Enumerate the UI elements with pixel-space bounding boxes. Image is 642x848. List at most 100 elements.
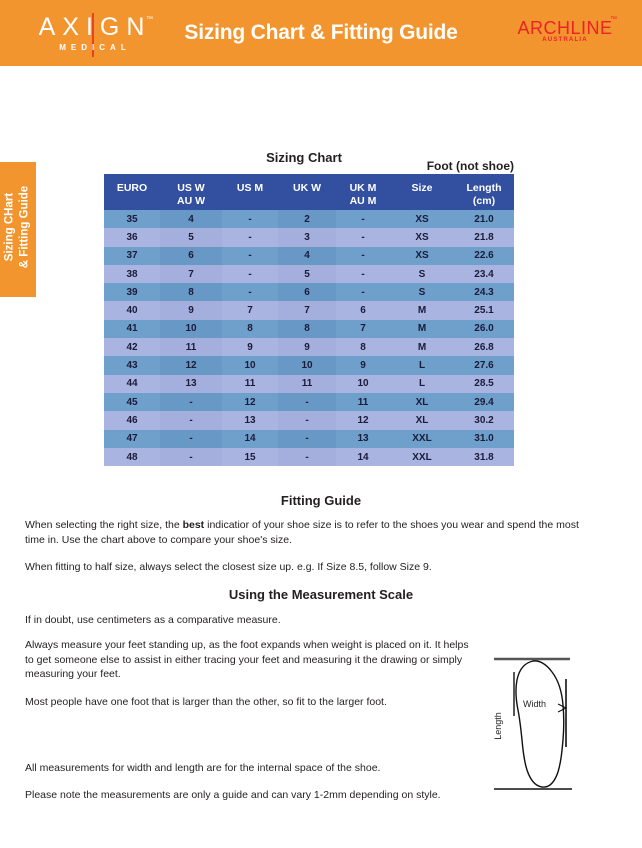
measurement-scale-paragraph-4: All measurements for width and length ar…	[25, 762, 381, 774]
table-cell-euro: 38	[104, 264, 160, 284]
table-cell-euro: 48	[104, 447, 160, 467]
fitting-p1-emphasis: best	[182, 519, 205, 531]
foot-width-label: Width	[523, 699, 547, 709]
column-header-us-m: US M	[222, 174, 278, 210]
foot-length-label: Length	[492, 712, 503, 740]
table-cell-size: XS	[390, 246, 454, 265]
archline-logo-trademark: ™	[610, 16, 617, 23]
table-cell-length: 21.8	[454, 228, 514, 247]
table-cell-uk-m: -	[336, 283, 390, 302]
column-header-uk-w-main: UK W	[293, 182, 321, 194]
table-row: 42 11 9 9 8 M 26.8	[104, 338, 514, 357]
axign-logo-trademark: ™	[146, 16, 153, 23]
table-cell-euro: 47	[104, 429, 160, 448]
table-cell-length: 21.0	[454, 210, 514, 229]
table-cell-us-w: 5	[160, 228, 222, 247]
table-cell-euro: 46	[104, 411, 160, 430]
table-row: 36 5-3- XS 21.8	[104, 228, 514, 247]
table-cell-us-m: -	[222, 264, 278, 284]
column-header-us-m-main: US M	[236, 182, 264, 194]
table-cell-size: L	[390, 356, 454, 375]
table-cell-length: 23.4	[454, 264, 514, 284]
column-header-us-w: US W AU W	[160, 174, 222, 210]
table-cell-length: 27.6	[454, 356, 514, 375]
table-cell-length: 29.4	[454, 392, 514, 412]
table-cell-us-m: 10	[222, 356, 278, 375]
table-cell-uk-m: 10	[336, 374, 390, 393]
table-cell-us-w: -	[160, 429, 222, 448]
measurement-scale-paragraph-3: Most people have one foot that is larger…	[25, 696, 387, 708]
table-cell-length: 26.0	[454, 319, 514, 339]
page-title: Sizing Chart & Fitting Guide	[184, 21, 458, 44]
table-row: 35 4-2- XS 21.0	[104, 210, 514, 229]
column-header-length-unit: (cm)	[472, 195, 496, 207]
table-cell-us-w: -	[160, 447, 222, 467]
table-cell-uk-w: -	[278, 429, 336, 448]
table-cell-size: S	[390, 264, 454, 284]
table-cell-us-w: -	[160, 392, 222, 412]
measurement-scale-paragraph-5: Please note the measurements are only a …	[25, 789, 441, 801]
table-cell-euro: 37	[104, 246, 160, 265]
table-cell-us-w: 8	[160, 283, 222, 302]
table-row: 45-12-11 XL 29.4	[104, 392, 514, 412]
table-cell-us-m: 7	[222, 301, 278, 320]
table-cell-size: XS	[390, 210, 454, 229]
table-cell-length: 28.5	[454, 374, 514, 393]
table-cell-us-m: 11	[222, 374, 278, 393]
table-cell-us-w: 10	[160, 319, 222, 339]
table-cell-euro: 39	[104, 283, 160, 302]
table-cell-length: 30.2	[454, 411, 514, 430]
table-cell-size: XL	[390, 411, 454, 430]
table-row: 39 8-6- S 24.3	[104, 283, 514, 302]
foot-measurement-diagram: Width Length	[492, 648, 640, 808]
table-cell-uk-m: 6	[336, 301, 390, 320]
table-cell-uk-m: -	[336, 210, 390, 229]
table-cell-us-m: -	[222, 246, 278, 265]
table-row: 38 7-5- S 23.4	[104, 264, 514, 284]
measurement-scale-paragraph-2: Always measure your feet standing up, as…	[25, 639, 469, 680]
table-cell-euro: 44	[104, 374, 160, 393]
side-tab: Sizing CHart & Fitting Guide	[0, 162, 36, 297]
fitting-p1-part-b: indicatior of your shoe size is to refer…	[25, 519, 579, 546]
archline-logo-subtitle: AUSTRALIA	[542, 37, 588, 43]
table-cell-length: 31.8	[454, 447, 514, 467]
table-row: 43 12 10 10 9 L 27.6	[104, 356, 514, 375]
fitting-p1-part-a: When selecting the right size, the	[25, 519, 183, 531]
foot-not-shoe-label: Foot (not shoe)	[426, 159, 514, 173]
table-cell-uk-m: 13	[336, 429, 390, 448]
table-cell-uk-m: 12	[336, 411, 390, 430]
table-cell-uk-w: -	[278, 392, 336, 412]
column-header-euro: EURO	[104, 174, 160, 210]
table-cell-size: M	[390, 301, 454, 320]
column-header-uk-m-main: UK M	[349, 182, 377, 194]
table-cell-uk-w: 9	[278, 338, 336, 357]
table-cell-uk-w: -	[278, 447, 336, 467]
axign-logo-wordmark: AXIGN	[38, 13, 152, 41]
fitting-guide-paragraph-1: When selecting the right size, the best …	[25, 518, 595, 547]
table-cell-us-w: 7	[160, 264, 222, 284]
column-header-length-main: Length	[466, 182, 502, 194]
table-cell-euro: 36	[104, 228, 160, 247]
table-cell-uk-w: 10	[278, 356, 336, 375]
table-cell-length: 22.6	[454, 246, 514, 265]
table-row: 37 6-4- XS 22.6	[104, 246, 514, 265]
table-cell-uk-w: 5	[278, 264, 336, 284]
table-cell-uk-m: -	[336, 246, 390, 265]
table-cell-uk-m: 7	[336, 319, 390, 339]
table-cell-length: 26.8	[454, 338, 514, 357]
column-header-size: Size	[390, 174, 454, 210]
table-cell-us-w: 6	[160, 246, 222, 265]
table-cell-size: S	[390, 283, 454, 302]
table-cell-size: XXL	[390, 429, 454, 448]
table-cell-us-w: 9	[160, 301, 222, 320]
table-cell-us-m: 8	[222, 319, 278, 339]
table-cell-euro: 42	[104, 338, 160, 357]
table-cell-uk-w: 2	[278, 210, 336, 229]
table-cell-uk-w: -	[278, 411, 336, 430]
table-cell-size: M	[390, 338, 454, 357]
table-cell-us-m: -	[222, 228, 278, 247]
table-row: 46-13-12 XL 30.2	[104, 411, 514, 430]
table-cell-uk-m: 11	[336, 392, 390, 412]
table-cell-uk-m: -	[336, 264, 390, 284]
axign-logo-subtitle: MEDICAL	[59, 43, 131, 52]
